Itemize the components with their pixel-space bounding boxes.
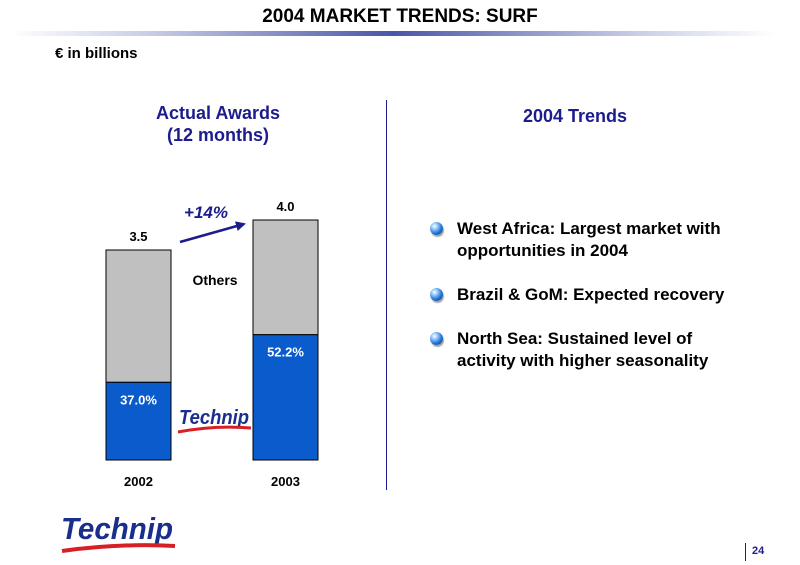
bar-others-2002	[105, 249, 172, 383]
technip-series-logo-text: Technip	[179, 407, 249, 429]
chart-title-line-2: (12 months)	[166, 125, 269, 145]
bar-technip-2002	[105, 381, 172, 461]
total-label-2002: 3.5	[129, 229, 147, 244]
trend-text: North Sea: Sustained level of activity w…	[457, 329, 709, 370]
technip-series-logo: Technip	[177, 407, 252, 434]
slide-title: 2004 MARKET TRENDS: SURF	[262, 6, 538, 27]
bullet-icon	[430, 222, 443, 235]
vertical-divider	[386, 100, 387, 490]
trend-item-west-africa: West Africa: Largest market with opportu…	[430, 218, 740, 262]
technip-logo-text: Technip	[61, 511, 173, 546]
bar-others-2003	[252, 219, 319, 336]
bar-technip-2003	[252, 334, 319, 461]
bullet-icon	[430, 332, 443, 345]
share-label-2003: 52.2%	[267, 345, 304, 360]
bullet-icon	[430, 288, 443, 301]
growth-label: +14%	[184, 203, 228, 222]
trend-text: West Africa: Largest market with opportu…	[457, 219, 721, 260]
page-number-bar	[745, 543, 746, 561]
x-tick-2003: 2003	[271, 474, 300, 489]
trend-text: Brazil & GoM: Expected recovery	[457, 285, 725, 304]
trend-item-brazil-gom: Brazil & GoM: Expected recovery	[430, 284, 740, 306]
trends-title: 2004 Trends	[522, 106, 628, 126]
total-label-2003: 4.0	[276, 199, 294, 214]
page-number: 24	[752, 545, 765, 557]
chart-title-line-1: Actual Awards	[155, 103, 281, 123]
units-label: € in billions	[55, 45, 138, 62]
others-label: Others	[192, 272, 237, 288]
share-label-2002: 37.0%	[120, 392, 157, 407]
growth-arrow	[179, 221, 246, 244]
stacked-bar-chart: 3.5 37.0% 2002 4.0 52.2% 2003 +14% Others	[105, 199, 319, 489]
trend-item-north-sea: North Sea: Sustained level of activity w…	[430, 328, 740, 372]
trends-list: West Africa: Largest market with opportu…	[430, 218, 740, 394]
chart-title: Actual Awards (12 months)	[118, 102, 318, 146]
x-tick-2002: 2002	[124, 474, 153, 489]
title-rule	[10, 31, 775, 36]
technip-logo: Technip	[61, 511, 176, 553]
